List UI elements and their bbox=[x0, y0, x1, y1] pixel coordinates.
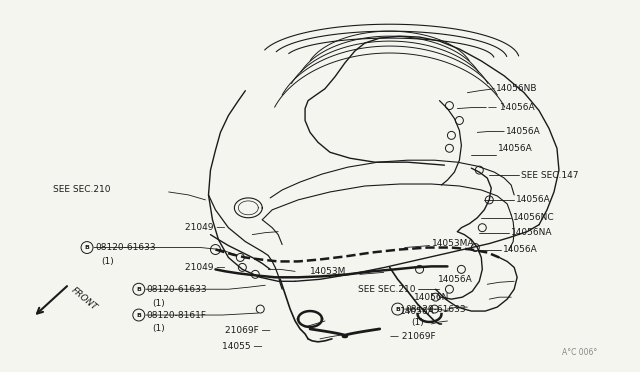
Text: 08120-8161F: 08120-8161F bbox=[147, 311, 207, 320]
Text: 14056NC: 14056NC bbox=[513, 213, 555, 222]
Text: 14056A: 14056A bbox=[498, 144, 533, 153]
Text: 21049 —: 21049 — bbox=[185, 223, 225, 232]
Text: (1): (1) bbox=[101, 257, 114, 266]
Text: 14056N: 14056N bbox=[413, 293, 449, 302]
Text: 14056A: 14056A bbox=[399, 307, 435, 315]
Text: 14056A: 14056A bbox=[438, 275, 472, 284]
Text: 14053M: 14053M bbox=[310, 267, 346, 276]
Text: FRONT: FRONT bbox=[69, 286, 99, 312]
Text: (1): (1) bbox=[153, 299, 166, 308]
Text: 14056NA: 14056NA bbox=[511, 228, 553, 237]
Text: B: B bbox=[396, 307, 400, 312]
Text: 21049 —: 21049 — bbox=[185, 263, 225, 272]
Text: SEE SEC.147: SEE SEC.147 bbox=[521, 171, 579, 180]
Text: SEE SEC.210: SEE SEC.210 bbox=[358, 285, 415, 294]
Text: 08120-61633: 08120-61633 bbox=[95, 243, 156, 252]
Text: 14055 —: 14055 — bbox=[221, 342, 262, 351]
Text: — 14056A: — 14056A bbox=[488, 103, 535, 112]
Text: A°C 006°: A°C 006° bbox=[561, 348, 596, 357]
Text: (1): (1) bbox=[412, 318, 424, 327]
Text: B: B bbox=[84, 245, 90, 250]
Text: B: B bbox=[136, 312, 141, 318]
Text: 08120-61633: 08120-61633 bbox=[147, 285, 207, 294]
Text: B: B bbox=[136, 287, 141, 292]
Text: 21069F —: 21069F — bbox=[225, 326, 270, 336]
Text: SEE SEC.210: SEE SEC.210 bbox=[53, 186, 111, 195]
Text: — 21069F: — 21069F bbox=[390, 332, 435, 341]
Text: 14056A: 14056A bbox=[516, 195, 551, 204]
Text: 14056A: 14056A bbox=[503, 245, 538, 254]
Text: 08120-61633: 08120-61633 bbox=[406, 305, 467, 314]
Text: 14056A: 14056A bbox=[506, 127, 541, 136]
Text: 14056NB: 14056NB bbox=[496, 84, 538, 93]
Text: (1): (1) bbox=[153, 324, 166, 333]
Text: 14053MA: 14053MA bbox=[431, 239, 474, 248]
